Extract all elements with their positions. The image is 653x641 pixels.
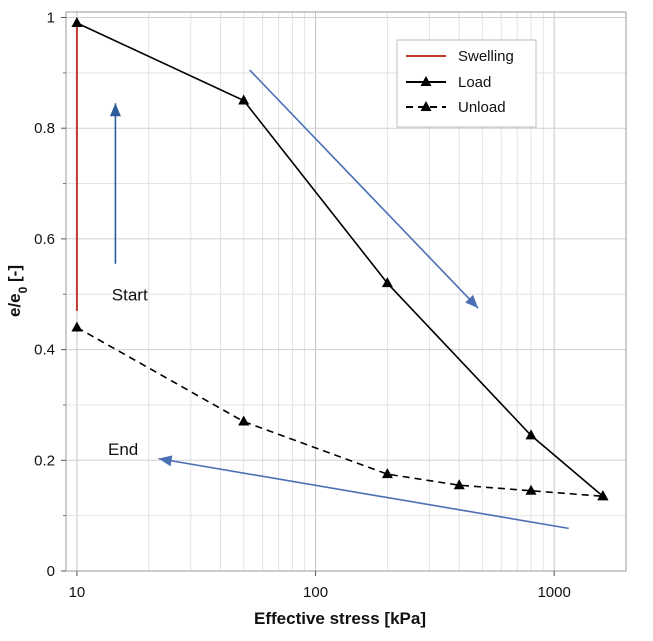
y-tick-label: 0.6: [34, 231, 55, 248]
annotation-start: Start: [112, 285, 148, 304]
annotation-layer: Start End: [108, 285, 148, 459]
y-tick-label: 0.4: [34, 342, 55, 359]
legend-load-marker: [420, 76, 432, 86]
series-layer: [71, 17, 609, 501]
load-marker: [525, 429, 537, 440]
load-marker: [71, 17, 83, 28]
series-line-unload: [76, 326, 603, 498]
unload-marker: [71, 321, 83, 332]
arrow-unload: [158, 457, 569, 530]
annotation-end: End: [108, 440, 138, 459]
y-axis-title: e/e0 [-]: [5, 265, 30, 317]
y-tick-label: 1: [47, 10, 55, 27]
unload-marker: [597, 490, 609, 501]
unload-marker: [381, 468, 393, 479]
x-axis-title: Effective stress [kPa]: [254, 609, 426, 628]
y-axis-title-main: e/e: [5, 293, 24, 317]
legend-unload-marker: [420, 101, 432, 111]
axis-layer: 0 0.2 0.4 0.6 0.8 1 10 100 1000: [34, 10, 571, 602]
load-marker: [381, 277, 393, 288]
y-tick-label: 0.8: [34, 120, 55, 137]
load-marker: [238, 94, 250, 105]
arrow-unload-head: [158, 455, 173, 467]
x-tick-label: 100: [303, 584, 328, 601]
legend: Swelling Load Unload: [396, 39, 537, 128]
grid-layer: [65, 12, 627, 572]
unload-marker: [453, 479, 465, 490]
legend-load-label: Load: [458, 74, 491, 91]
unload-marker: [525, 484, 537, 495]
arrow-swelling-head: [109, 103, 121, 117]
arrow-layer: [109, 69, 569, 530]
plot-frame: [65, 11, 627, 572]
unload-marker: [238, 415, 250, 426]
legend-box: [396, 39, 537, 128]
y-tick-label: 0: [47, 563, 55, 580]
legend-unload-label: Unload: [458, 99, 506, 116]
y-tick-label: 0.2: [34, 452, 55, 469]
y-axis-title-sub: 0: [16, 286, 30, 293]
x-tick-label: 10: [69, 584, 86, 601]
arrow-load: [249, 69, 479, 309]
y-axis-title-suffix: [-]: [5, 265, 24, 287]
legend-swelling-label: Swelling: [458, 48, 514, 65]
arrow-load-head: [465, 294, 479, 309]
x-tick-label: 1000: [537, 584, 570, 601]
